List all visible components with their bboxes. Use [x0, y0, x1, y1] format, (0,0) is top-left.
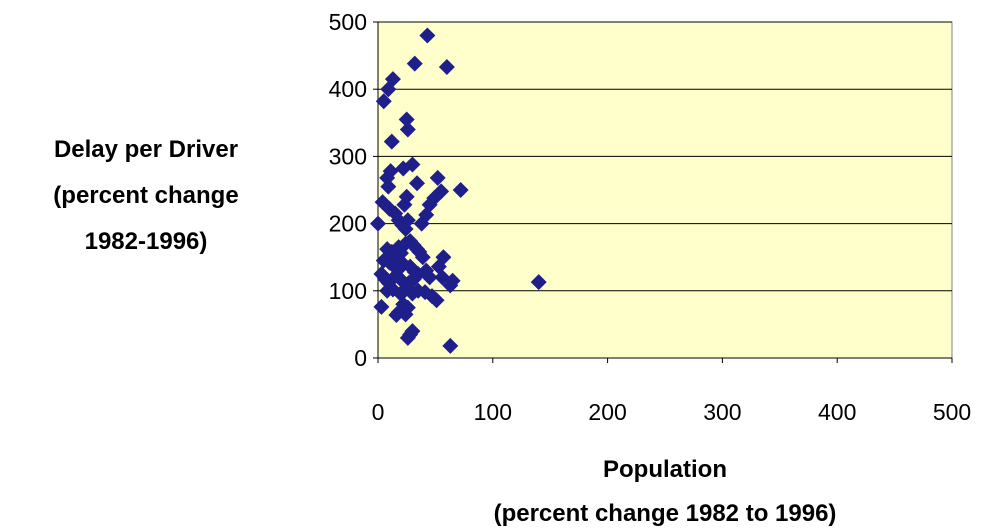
y-axis-title: Delay per Driver (percent change 1982-19… — [53, 136, 238, 255]
x-tick-label: 200 — [588, 399, 626, 425]
data-point — [530, 274, 547, 291]
data-point — [414, 249, 431, 266]
data-point — [375, 93, 392, 110]
data-point — [380, 81, 397, 98]
y-tick-label: 200 — [329, 211, 367, 237]
x-tick-label: 100 — [474, 399, 512, 425]
data-point — [409, 175, 426, 192]
tick-labels: 0 100 200 300 400 500 0 100 200 300 400 500 — [329, 9, 972, 425]
data-point — [370, 215, 386, 232]
x-tick-label: 500 — [933, 399, 971, 425]
x-axis-title-line-1: Population — [603, 456, 727, 483]
data-points — [370, 27, 547, 354]
y-axis-title-line-3: 1982-1996) — [85, 228, 208, 255]
data-point — [388, 306, 405, 323]
data-point — [442, 277, 459, 294]
x-axis-title-line-2: (percent change 1982 to 1996) — [494, 500, 837, 527]
x-tick-label: 300 — [703, 399, 741, 425]
x-tick-label: 0 — [372, 399, 385, 425]
data-point — [421, 269, 438, 286]
data-point — [428, 292, 445, 309]
x-tick-label: 400 — [818, 399, 856, 425]
data-point — [429, 169, 446, 186]
y-axis-title-line-1: Delay per Driver — [54, 136, 238, 163]
y-tick-label: 0 — [354, 345, 367, 371]
gridlines — [378, 21, 952, 292]
data-point — [399, 121, 416, 138]
data-point — [452, 182, 469, 198]
y-tick-label: 500 — [329, 9, 367, 35]
y-tick-label: 300 — [329, 143, 367, 169]
data-point — [418, 206, 435, 223]
data-point — [397, 220, 414, 237]
y-tick-label: 100 — [329, 278, 367, 304]
data-point — [396, 196, 413, 213]
data-point — [398, 111, 415, 128]
data-point — [395, 160, 412, 177]
data-point — [399, 329, 416, 346]
data-point — [397, 306, 414, 323]
data-point — [442, 337, 459, 354]
plot-area — [377, 21, 953, 359]
y-tick-label: 400 — [329, 76, 367, 102]
y-axis-title-line-2: (percent change — [53, 182, 238, 209]
data-point — [383, 133, 400, 150]
data-point — [406, 55, 423, 72]
data-point — [380, 178, 397, 195]
data-point — [373, 298, 390, 315]
data-point — [438, 59, 455, 76]
data-point — [419, 27, 436, 44]
x-axis-title: Population (percent change 1982 to 1996) — [494, 456, 837, 527]
